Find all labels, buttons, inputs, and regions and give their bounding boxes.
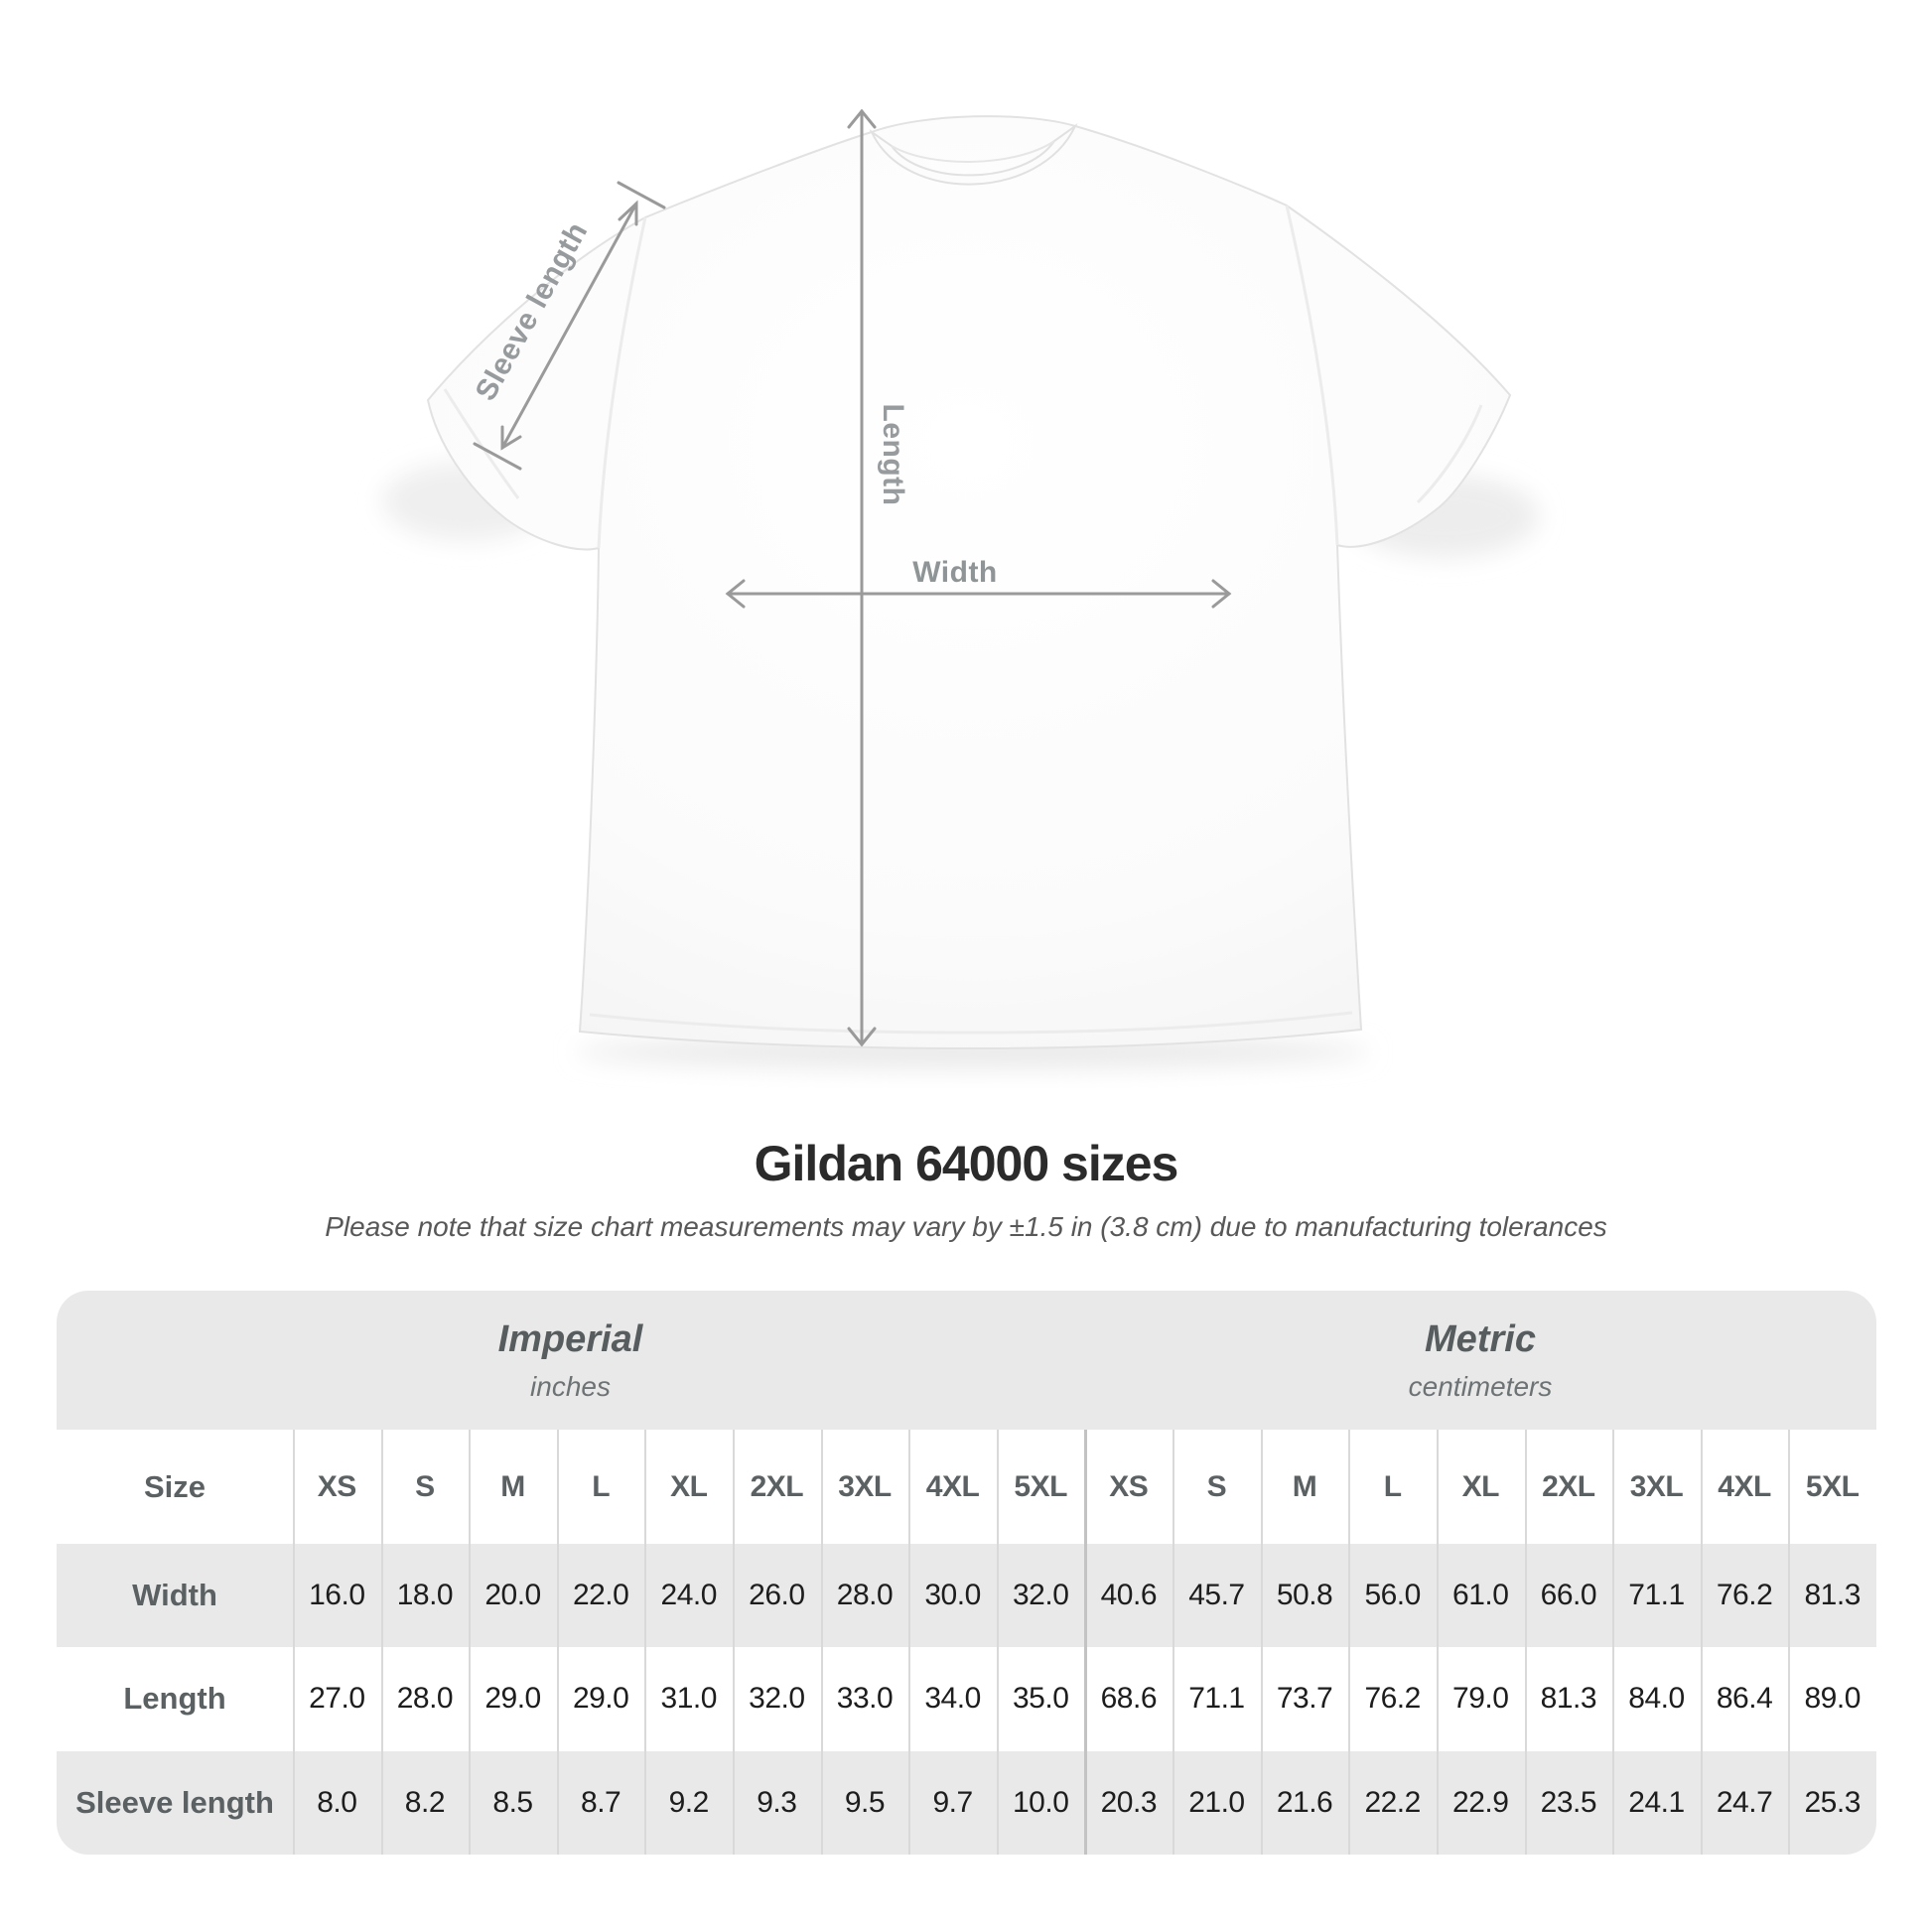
table-cell: 73.7 [1276,1682,1333,1716]
size-header-cell: 5XL [1014,1469,1067,1503]
table-cell: 9.5 [844,1785,886,1819]
table-cell: 29.0 [484,1682,541,1716]
table-cell: 24.0 [660,1579,718,1612]
table-cell: 26.0 [749,1579,805,1612]
table-cell: 32.0 [749,1682,805,1716]
table-cell: 76.2 [1364,1682,1421,1716]
table-cell: 86.4 [1716,1682,1773,1716]
size-header-cell: 5XL [1805,1469,1860,1503]
row-label: Width [132,1578,217,1613]
size-header-cell: XS [1109,1469,1149,1503]
size-header-cell: 3XL [1629,1469,1684,1503]
table-cell: 9.7 [932,1785,973,1819]
table-cell: 8.5 [492,1785,533,1819]
size-header-cell: 4XL [1718,1469,1771,1503]
length-arrow [847,108,877,1047]
size-header-cell: XL [670,1469,708,1503]
table-cell: 21.0 [1188,1785,1245,1819]
table-cell: 29.0 [572,1682,629,1716]
metric-unit: centimeters [1408,1370,1553,1402]
size-header-cell: 2XL [1542,1469,1595,1503]
row-label: Sleeve length [75,1784,274,1820]
size-header-cell: S [415,1469,435,1503]
table-cell: 66.0 [1540,1579,1597,1612]
table-cell: 34.0 [924,1682,981,1716]
table-row-length: Length 27.0 28.0 29.0 29.0 31.0 32.0 33.0 34.0 3… [57,1647,1876,1750]
table-cell: 61.0 [1452,1579,1509,1612]
imperial-title: Imperial [497,1317,643,1360]
page-title: Gildan 64000 sizes [754,1136,1179,1191]
table-cell: 81.3 [1540,1682,1597,1716]
table-cell: 81.3 [1804,1579,1861,1612]
size-header-cell: 3XL [838,1469,892,1503]
table-cell: 56.0 [1364,1579,1421,1612]
metric-header: Metric centimeters [1084,1291,1876,1430]
table-row-sleeve-length: Sleeve length 8.0 8.2 8.5 8.7 9.2 9.3 9.5 9.7 10… [57,1750,1876,1855]
table-cell: 28.0 [396,1682,454,1716]
unit-header-band: Imperial inches Metric centimeters [57,1291,1876,1430]
width-arrow [725,579,1232,609]
table-cell: 22.0 [572,1579,629,1612]
table-cell: 45.7 [1188,1579,1245,1612]
tshirt-figure: Sleeve length Length Width [382,108,1539,1068]
size-header-cell: L [592,1469,611,1503]
width-label: Width [912,556,998,589]
table-cell: 27.0 [309,1682,365,1716]
sleeve-length-arrow [473,181,666,471]
table-cell: 30.0 [924,1579,981,1612]
table-cell: 25.3 [1804,1785,1861,1819]
size-header-cell: M [1292,1469,1317,1503]
size-header-cell: M [500,1469,525,1503]
table-cell: 50.8 [1276,1579,1333,1612]
table-cell: 23.5 [1540,1785,1597,1819]
table-cell: 22.9 [1452,1785,1509,1819]
tshirt-graphic [426,115,1512,1050]
table-cell: 22.2 [1364,1785,1421,1819]
table-cell: 79.0 [1452,1682,1509,1716]
page-subtitle: Please note that size chart measurements… [325,1211,1607,1242]
table-cell: 8.0 [317,1785,357,1819]
table-cell: 20.0 [484,1579,541,1612]
size-header-row: Size XS S M L XL 2XL 3XL 4XL 5XL XS S M L XL 2XL 3XL 4XL… [57,1430,1876,1544]
table-cell: 24.1 [1628,1785,1685,1819]
size-table: Imperial inches Metric centimeters Size … [57,1291,1876,1855]
row-label: Length [123,1681,226,1717]
size-header-cell: XS [317,1469,357,1503]
tshirt-image [382,108,1539,1068]
table-cell: 18.0 [396,1579,454,1612]
table-cell: 35.0 [1012,1682,1069,1716]
table-cell: 84.0 [1628,1682,1685,1716]
table-cell: 89.0 [1804,1682,1861,1716]
size-header-cell: 2XL [750,1469,804,1503]
table-cell: 9.2 [668,1785,710,1819]
table-row-width: Width 16.0 18.0 20.0 22.0 24.0 26.0 28.0 30.0 32… [57,1544,1876,1648]
table-cell: 71.1 [1188,1682,1245,1716]
length-label: Length [877,403,909,506]
metric-title: Metric [1425,1317,1536,1360]
table-cell: 24.7 [1716,1785,1773,1819]
size-header-cell: 4XL [925,1469,980,1503]
size-header-cell: S [1206,1469,1227,1503]
table-cell: 68.6 [1100,1682,1158,1716]
table-cell: 10.0 [1012,1785,1069,1819]
table-cell: 71.1 [1628,1579,1685,1612]
imperial-unit: inches [530,1370,611,1402]
table-cell: 76.2 [1716,1579,1773,1612]
table-cell: 8.7 [581,1785,621,1819]
table-cell: 31.0 [660,1682,718,1716]
table-cell: 32.0 [1012,1579,1069,1612]
size-column-header: Size [143,1468,207,1504]
table-cell: 20.3 [1100,1785,1158,1819]
imperial-header: Imperial inches [57,1291,1084,1430]
table-cell: 9.3 [757,1785,797,1819]
size-header-cell: XL [1461,1469,1500,1503]
table-cell: 40.6 [1100,1579,1158,1612]
table-cell: 8.2 [404,1785,446,1819]
table-cell: 21.6 [1276,1785,1333,1819]
table-cell: 28.0 [836,1579,894,1612]
size-header-cell: L [1383,1469,1402,1503]
table-cell: 16.0 [309,1579,365,1612]
table-cell: 33.0 [836,1682,894,1716]
